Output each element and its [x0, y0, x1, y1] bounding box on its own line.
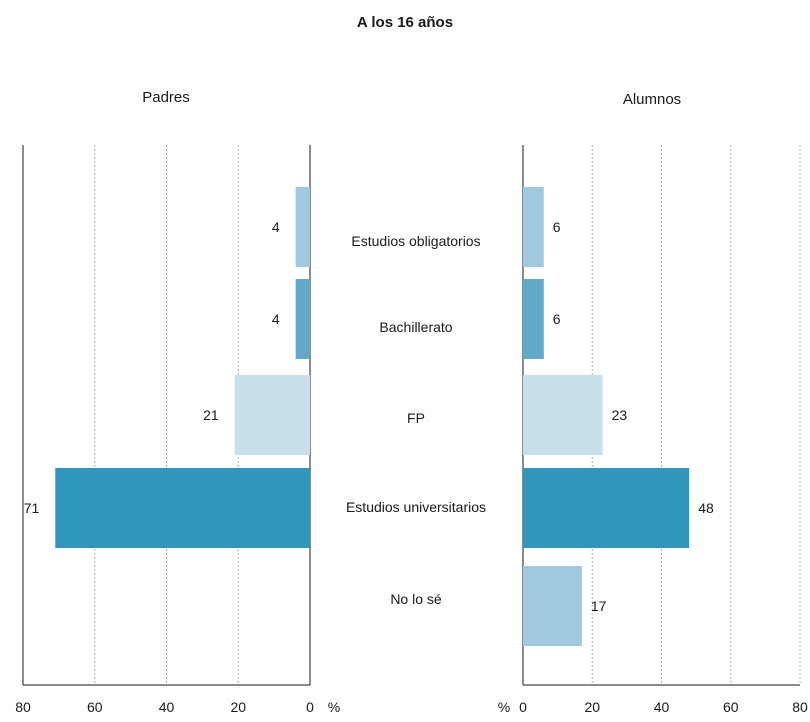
bar-alumnos — [523, 566, 582, 646]
data-label-alumnos: 6 — [553, 219, 561, 235]
category-label: No lo sé — [390, 591, 442, 607]
bar-alumnos — [523, 468, 690, 548]
bar-padres — [295, 187, 310, 267]
right-tick-label-0: 0 — [519, 699, 527, 715]
data-label-alumnos: 6 — [553, 311, 561, 327]
right-unit-label: % — [498, 699, 510, 715]
left-tick-label-20: 20 — [230, 699, 246, 715]
bar-padres — [295, 279, 310, 359]
bar-padres — [234, 375, 310, 455]
category-label: FP — [407, 410, 425, 426]
left-tick-label-60: 60 — [87, 699, 103, 715]
data-label-padres: 4 — [272, 219, 280, 235]
data-label-alumnos: 23 — [612, 407, 628, 423]
bar-padres — [55, 468, 310, 548]
right-tick-label-20: 20 — [584, 699, 600, 715]
category-label: Bachillerato — [379, 319, 452, 335]
right-tick-label-40: 40 — [654, 699, 670, 715]
right-tick-label-60: 60 — [723, 699, 739, 715]
data-label-padres: 21 — [203, 407, 219, 423]
left-tick-label-0: 0 — [306, 699, 314, 715]
panel-title-padres: Padres — [142, 89, 190, 106]
bar-alumnos — [523, 375, 603, 455]
data-label-alumnos: 17 — [591, 598, 607, 614]
category-label: Estudios universitarios — [346, 499, 486, 515]
left-tick-label-40: 40 — [159, 699, 175, 715]
chart-title: A los 16 años — [356, 14, 454, 31]
panel-title-alumnos: Alumnos — [622, 91, 682, 108]
left-tick-label-80: 80 — [15, 699, 31, 715]
bar-alumnos — [523, 187, 544, 267]
data-label-alumnos: 48 — [698, 500, 714, 516]
data-label-padres: 4 — [272, 311, 280, 327]
category-label: Estudios obligatorios — [351, 233, 480, 249]
bar-alumnos — [523, 279, 544, 359]
left-unit-label: % — [328, 699, 340, 715]
data-label-padres: 71 — [24, 500, 40, 516]
right-tick-label-80: 80 — [792, 699, 808, 715]
